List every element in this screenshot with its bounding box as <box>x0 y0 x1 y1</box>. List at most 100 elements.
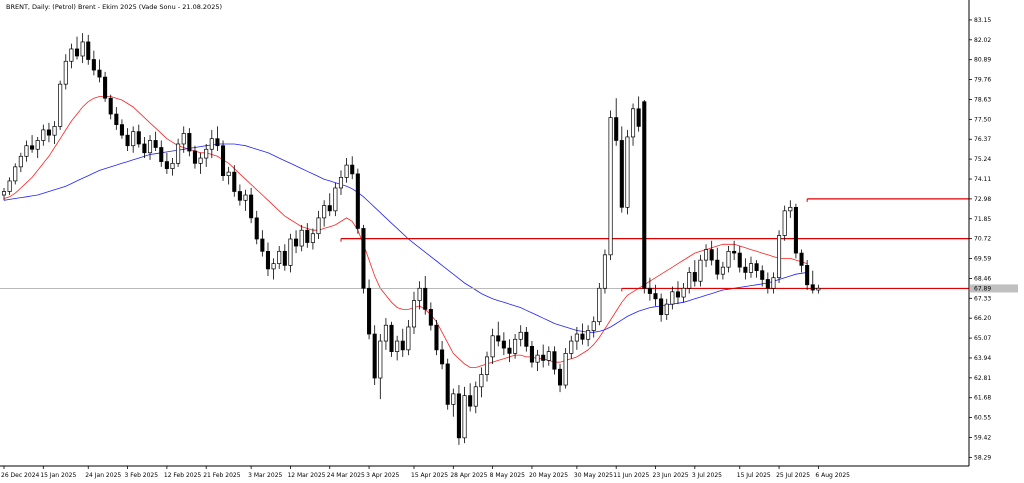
candle <box>181 126 186 153</box>
candle-body <box>46 129 51 136</box>
candle <box>732 240 737 261</box>
candle <box>681 282 686 303</box>
candle <box>125 128 130 152</box>
candle-body <box>299 229 304 247</box>
candle <box>260 230 265 257</box>
candle <box>35 136 40 159</box>
candle <box>631 103 636 146</box>
x-tick-label: 28 Apr 2025 <box>450 472 487 479</box>
candle-body <box>417 287 422 301</box>
candle <box>777 230 782 283</box>
candle <box>501 332 506 356</box>
y-tick-label: 67.33 <box>974 295 991 302</box>
candle-body <box>119 124 124 136</box>
candle <box>771 272 776 294</box>
candle-body <box>720 266 725 275</box>
candle-body <box>765 279 770 289</box>
candle <box>24 140 29 162</box>
candle-body <box>69 48 74 62</box>
candle-body <box>13 166 18 182</box>
candle-body <box>810 284 815 291</box>
candle-body <box>614 117 619 141</box>
candle <box>541 344 546 368</box>
candle-body <box>586 330 591 340</box>
x-tick-label: 24 Jan 2025 <box>85 472 121 479</box>
candle <box>80 33 85 64</box>
candle-body <box>456 393 461 439</box>
candle <box>277 246 282 269</box>
x-tick-label: 15 Jan 2025 <box>40 472 76 479</box>
candle <box>636 96 641 132</box>
candle-body <box>7 180 12 192</box>
candle <box>664 298 669 320</box>
candle-body <box>221 145 226 177</box>
candle <box>743 258 748 280</box>
candle-body <box>52 126 57 136</box>
candle-body <box>428 309 433 326</box>
candle <box>355 168 360 234</box>
candle-body <box>642 101 647 289</box>
candle-body <box>760 270 765 280</box>
candle-body <box>602 254 607 289</box>
candle <box>513 334 518 359</box>
candle-body <box>687 272 692 289</box>
candle-body <box>215 138 220 147</box>
candle-body <box>411 300 417 328</box>
candle-body <box>237 191 242 201</box>
y-tick-label: 79.76 <box>974 77 991 84</box>
candle-body <box>389 324 394 352</box>
candle <box>265 242 271 276</box>
candle-body <box>805 265 810 286</box>
candle-body <box>434 324 439 351</box>
candle-body <box>254 217 259 240</box>
candle <box>451 388 456 417</box>
candle <box>440 341 445 370</box>
candle-body <box>271 263 276 270</box>
x-tick-label: 24 Mar 2025 <box>327 472 365 479</box>
candle <box>389 321 394 357</box>
candle-body <box>136 131 141 145</box>
candle <box>333 182 338 217</box>
candle <box>760 265 765 287</box>
candle-body <box>361 228 366 289</box>
candle-body <box>507 347 512 354</box>
candle <box>204 143 209 167</box>
candle-body <box>771 277 776 289</box>
x-tick-label: 11 Jun 2025 <box>613 472 649 479</box>
x-tick-label: 20 May 2025 <box>529 472 568 479</box>
candle-body <box>513 338 518 354</box>
y-tick-label: 61.68 <box>974 395 991 402</box>
candle <box>417 281 422 310</box>
candle <box>192 145 197 169</box>
candle <box>602 249 607 294</box>
y-tick-label: 71.85 <box>974 216 991 223</box>
candle <box>580 323 585 345</box>
candle <box>473 381 478 414</box>
candle <box>103 71 108 102</box>
candle <box>406 319 411 356</box>
candle <box>720 261 725 280</box>
candle <box>591 316 596 338</box>
x-tick-label: 12 Feb 2025 <box>164 472 202 479</box>
last-price-badge <box>970 284 1018 293</box>
candle-body <box>484 356 490 375</box>
candle <box>518 325 523 347</box>
candle <box>423 275 428 315</box>
y-tick-label: 80.89 <box>974 57 991 64</box>
candle-body <box>777 235 782 279</box>
candle-body <box>659 298 664 316</box>
candle-body <box>198 157 203 164</box>
candle <box>810 270 815 294</box>
candle-body <box>58 83 63 127</box>
candle <box>614 98 619 146</box>
candle <box>338 170 344 196</box>
candle <box>305 223 310 248</box>
candle <box>490 328 495 364</box>
candle <box>7 177 12 196</box>
candle <box>176 138 181 167</box>
candle-body <box>350 164 355 175</box>
candle <box>625 129 630 215</box>
candle <box>597 282 602 326</box>
